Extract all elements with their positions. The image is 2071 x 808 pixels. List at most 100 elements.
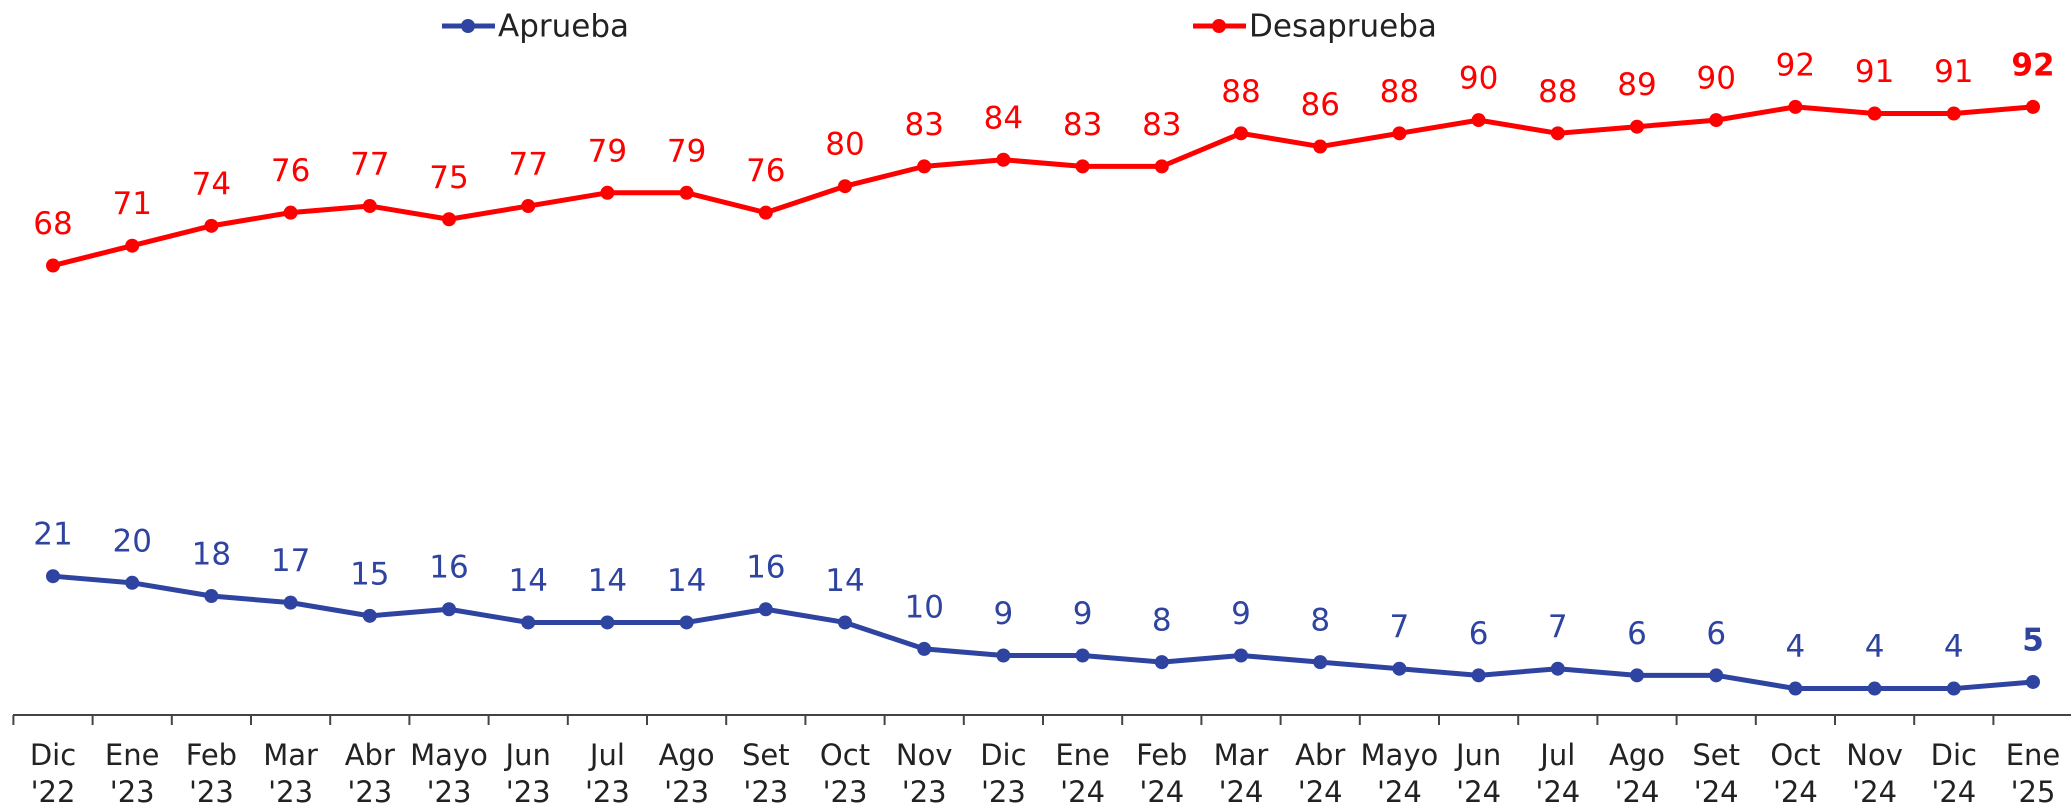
- data-label: 88: [1380, 74, 1419, 110]
- data-point: [1709, 668, 1724, 683]
- data-label: 79: [667, 133, 706, 169]
- data-point: [1075, 648, 1090, 663]
- legend-marker: [1212, 19, 1226, 33]
- data-label: 8: [1310, 603, 1330, 639]
- data-label: 15: [350, 556, 389, 592]
- data-label: 21: [33, 517, 72, 553]
- data-label: 83: [904, 107, 943, 143]
- data-point: [600, 615, 615, 630]
- data-label: 20: [112, 523, 151, 559]
- data-label: 88: [1538, 74, 1577, 110]
- x-tick-label: Mar '23: [263, 738, 318, 808]
- data-point: [2026, 674, 2040, 689]
- data-point: [521, 615, 536, 630]
- data-point: [1313, 139, 1328, 154]
- data-label: 74: [192, 166, 231, 202]
- x-tick-label: Mayo '24: [1361, 738, 1439, 808]
- data-point: [1788, 99, 1803, 114]
- x-tick-label: Mayo '23: [410, 738, 488, 808]
- x-tick-label: Ene '23: [105, 738, 160, 808]
- data-point: [1471, 668, 1486, 683]
- data-point: [1075, 159, 1090, 174]
- data-label: 10: [904, 589, 943, 625]
- data-label: 71: [112, 186, 151, 222]
- data-label: 16: [429, 550, 468, 586]
- data-point: [996, 648, 1011, 663]
- data-point: [917, 159, 932, 174]
- data-point: [204, 589, 219, 604]
- x-tick-label: Set '23: [742, 738, 790, 808]
- data-point: [442, 602, 456, 617]
- data-point: [1550, 661, 1565, 676]
- data-point: [1630, 119, 1644, 134]
- data-label: 91: [1934, 54, 1973, 90]
- data-label: 68: [33, 206, 72, 242]
- data-point: [442, 212, 456, 227]
- x-tick-label: Feb '23: [186, 738, 237, 808]
- data-label: 6: [1469, 616, 1489, 652]
- data-point: [1709, 113, 1724, 128]
- data-point: [204, 218, 219, 233]
- data-label: 4: [1786, 629, 1806, 665]
- data-label: 14: [825, 563, 864, 599]
- data-point: [1392, 661, 1407, 676]
- x-tick-label: Ene '25: [2006, 738, 2061, 808]
- data-label: 18: [192, 537, 231, 573]
- data-point: [362, 608, 377, 623]
- x-tick-label: Dic '23: [980, 738, 1026, 808]
- data-point: [283, 205, 298, 220]
- data-label: 9: [1231, 596, 1251, 632]
- data-point: [1867, 681, 1882, 696]
- legend-label: Aprueba: [498, 9, 629, 45]
- data-point: [1788, 681, 1803, 696]
- x-tick-label: Ene '24: [1055, 738, 1110, 808]
- data-point: [125, 575, 140, 590]
- data-label: 6: [1627, 616, 1647, 652]
- data-point: [838, 615, 852, 630]
- x-tick-label: Nov '24: [1846, 738, 1903, 808]
- data-point: [2026, 99, 2040, 114]
- data-point: [679, 185, 694, 200]
- data-point: [1234, 126, 1248, 141]
- data-point: [679, 615, 694, 630]
- data-point: [1154, 655, 1169, 670]
- data-point: [283, 595, 298, 610]
- x-tick-label: Abr '23: [345, 738, 395, 808]
- legend-label: Desaprueba: [1249, 9, 1437, 45]
- data-point: [1154, 159, 1169, 174]
- data-label: 77: [508, 147, 547, 183]
- data-point: [600, 185, 615, 200]
- data-point: [758, 602, 773, 617]
- data-point: [1313, 655, 1328, 670]
- data-label: 14: [588, 563, 627, 599]
- data-point: [1946, 106, 1961, 121]
- data-point: [838, 179, 852, 194]
- data-label: 83: [1063, 107, 1102, 143]
- data-label: 9: [994, 596, 1014, 632]
- data-label: 4: [1865, 629, 1885, 665]
- data-label: 7: [1548, 609, 1568, 645]
- legend-marker: [461, 19, 475, 33]
- data-label: 86: [1300, 87, 1339, 123]
- x-tick-label: Jul '24: [1535, 738, 1580, 808]
- x-tick-label: Mar '24: [1214, 738, 1269, 808]
- x-tick-label: Dic '22: [30, 738, 76, 808]
- data-label: 76: [271, 153, 310, 189]
- data-label: 8: [1152, 603, 1172, 639]
- data-label: 14: [667, 563, 706, 599]
- data-label: 91: [1855, 54, 1894, 90]
- data-label: 6: [1706, 616, 1726, 652]
- data-label: 92: [2011, 47, 2054, 83]
- data-point: [1392, 126, 1407, 141]
- data-label: 84: [984, 100, 1023, 136]
- x-tick-label: Oct '23: [820, 738, 870, 808]
- data-point: [521, 199, 536, 214]
- data-label: 17: [271, 543, 310, 579]
- data-point: [1234, 648, 1248, 663]
- data-point: [1867, 106, 1882, 121]
- data-label: 89: [1617, 67, 1656, 103]
- data-point: [1946, 681, 1961, 696]
- x-tick-label: Oct '24: [1770, 738, 1820, 808]
- x-tick-label: Ago '24: [1609, 738, 1665, 808]
